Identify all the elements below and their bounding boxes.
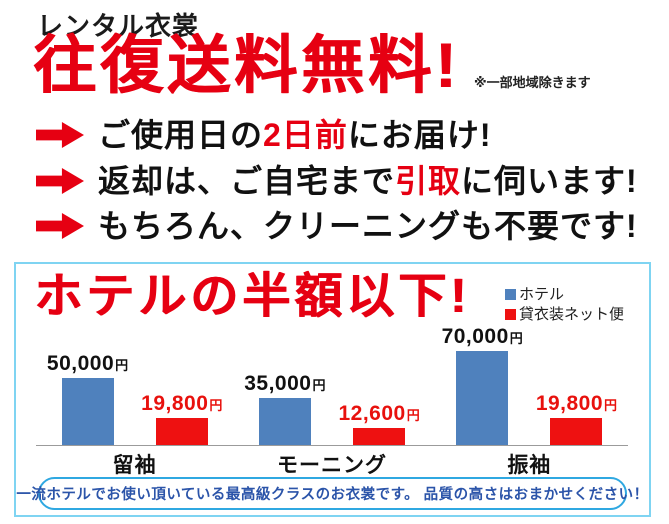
bar-rental <box>550 418 603 445</box>
bar-rental <box>353 428 406 445</box>
category-furisode: 振袖 <box>507 454 552 477</box>
chart-group-tomesode: 50,000 円 19,800 円 <box>36 322 233 445</box>
category-morning: モーニング <box>276 454 387 477</box>
bullet-delivery: ご使用日の2日前にお届け! <box>36 112 492 158</box>
bar-value-label: 19,800 円 <box>535 392 618 415</box>
bar-value-label: 19,800 円 <box>141 392 223 415</box>
free-shipping-headline: 往復送料無料! <box>33 31 460 101</box>
legend-item-rental: 貸衣装ネット便 <box>505 306 624 323</box>
category-labels: 留袖 モーニング 振袖 <box>36 449 628 479</box>
bar-chart: 50,000 円 19,800 円 35,000 円 12,600 円 <box>36 322 628 446</box>
price-comparison-box: ホテルの半額以下! ホテル 貸衣装ネット便 50,000 円 19,8 <box>14 262 651 517</box>
headline-row: 往復送料無料! ※一部地域除きます <box>33 32 591 100</box>
chart-group-morning: 35,000 円 12,600 円 <box>233 322 430 445</box>
chart-legend: ホテル 貸衣装ネット便 <box>505 286 624 327</box>
arrow-right-icon <box>36 213 84 239</box>
bullet-no-cleaning: もちろん、クリーニングも不要です! <box>36 203 638 249</box>
quality-note-text: 一流ホテルでお使い頂いている最高級クラスのお衣裳です。 品質の高さはおまかせくだ… <box>16 487 649 503</box>
category-tomesode: 留袖 <box>112 454 157 477</box>
bullet-return-pickup: 返却は、ご自宅まで引取に伺います! <box>36 158 638 204</box>
bar-value-label: 35,000 円 <box>244 372 326 395</box>
bullet-no-cleaning-text: もちろん、クリーニングも不要です! <box>98 208 638 244</box>
chart-title: ホテルの半額以下! <box>34 270 470 323</box>
bar-value-label: 12,600 円 <box>338 402 420 425</box>
bar-hotel <box>258 398 311 445</box>
bar-hotel <box>61 378 114 445</box>
chart-group-furisode: 70,000 円 19,800 円 <box>431 322 628 445</box>
legend-item-hotel: ホテル <box>505 286 624 303</box>
arrow-right-icon <box>36 168 84 194</box>
bullet-delivery-text: ご使用日の2日前にお届け! <box>98 117 492 153</box>
bar-value-label: 70,000 円 <box>441 325 523 348</box>
bullet-return-text: 返却は、ご自宅まで引取に伺います! <box>98 163 638 199</box>
bar-hotel <box>456 351 509 445</box>
brand-label: レンタル衣裳 <box>37 11 200 41</box>
arrow-right-icon <box>36 122 84 148</box>
bar-value-label: 50,000 円 <box>46 352 129 375</box>
legend-swatch-blue-icon <box>505 289 516 301</box>
legend-swatch-red-icon <box>505 309 516 321</box>
bar-rental <box>155 418 208 445</box>
quality-note-pill: 一流ホテルでお使い頂いている最高級クラスのお衣裳です。 品質の高さはおまかせくだ… <box>16 477 648 510</box>
headline-disclaimer: ※一部地域除きます <box>473 75 591 91</box>
